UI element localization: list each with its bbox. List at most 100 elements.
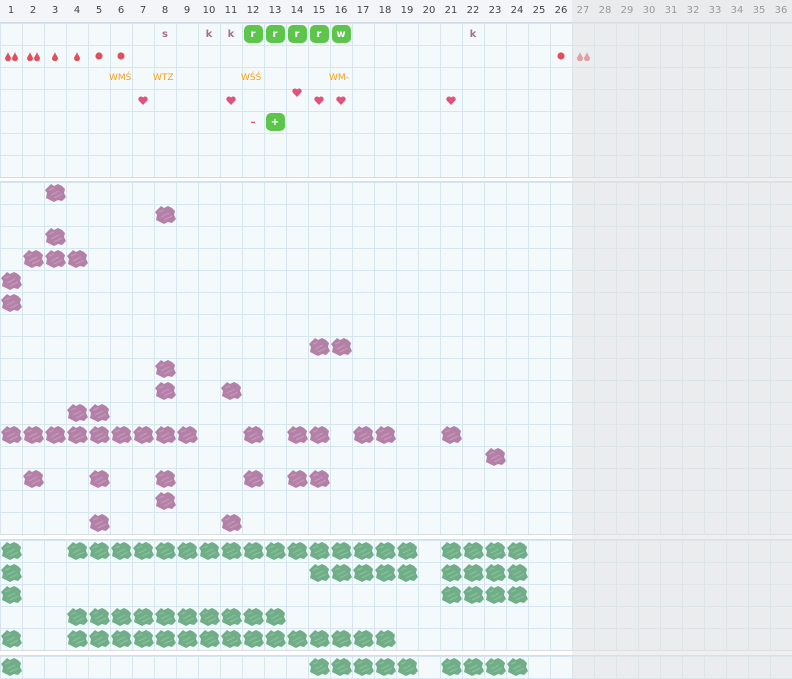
green-event-blob[interactable] — [132, 628, 154, 650]
green-event-blob[interactable] — [0, 584, 22, 606]
green-event-blob[interactable] — [462, 584, 484, 606]
green-event-blob[interactable] — [0, 540, 22, 562]
heart-icon[interactable] — [330, 89, 352, 111]
green-tile-marker[interactable]: + — [264, 111, 286, 133]
green-event-blob[interactable] — [440, 656, 462, 678]
green-event-blob[interactable] — [484, 562, 506, 584]
day-column-header[interactable]: 10 — [202, 5, 216, 16]
day-column-header[interactable]: 36 — [774, 5, 788, 16]
note-label[interactable]: WTZ — [153, 73, 174, 83]
day-column-header[interactable]: 16 — [334, 5, 348, 16]
green-event-blob[interactable] — [176, 628, 198, 650]
heart-icon[interactable] — [440, 89, 462, 111]
dot-icon[interactable] — [110, 45, 132, 67]
green-tile-marker[interactable]: w — [330, 23, 352, 45]
purple-event-blob[interactable] — [242, 468, 264, 490]
green-event-blob[interactable] — [506, 540, 528, 562]
day-column-header[interactable]: 23 — [488, 5, 502, 16]
day-column-header[interactable]: 14 — [290, 5, 304, 16]
day-column-header[interactable]: 33 — [708, 5, 722, 16]
day-column-header[interactable]: 3 — [51, 5, 59, 16]
purple-event-blob[interactable] — [308, 468, 330, 490]
green-event-blob[interactable] — [374, 628, 396, 650]
drop-icon[interactable] — [572, 45, 594, 67]
green-event-blob[interactable] — [484, 584, 506, 606]
green-event-blob[interactable] — [66, 540, 88, 562]
purple-event-blob[interactable] — [220, 380, 242, 402]
purple-event-blob[interactable] — [110, 424, 132, 446]
day-column-header[interactable]: 32 — [686, 5, 700, 16]
day-column-header[interactable]: 6 — [117, 5, 125, 16]
green-event-blob[interactable] — [330, 540, 352, 562]
day-column-header[interactable]: 19 — [400, 5, 414, 16]
heart-icon[interactable] — [220, 89, 242, 111]
green-event-blob[interactable] — [220, 606, 242, 628]
green-event-blob[interactable] — [462, 540, 484, 562]
note-label[interactable]: WMŚ — [109, 73, 132, 83]
purple-event-blob[interactable] — [154, 424, 176, 446]
day-column-header[interactable]: 25 — [532, 5, 546, 16]
green-event-blob[interactable] — [374, 656, 396, 678]
day-column-header[interactable]: 12 — [246, 5, 260, 16]
green-event-blob[interactable] — [198, 606, 220, 628]
day-column-header[interactable]: 30 — [642, 5, 656, 16]
purple-event-blob[interactable] — [154, 468, 176, 490]
green-event-blob[interactable] — [110, 540, 132, 562]
green-tile-marker[interactable]: r — [308, 23, 330, 45]
note-label[interactable]: WM- — [329, 73, 349, 83]
drop-icon[interactable] — [22, 45, 44, 67]
purple-event-blob[interactable] — [154, 380, 176, 402]
green-event-blob[interactable] — [308, 656, 330, 678]
purple-event-blob[interactable] — [220, 512, 242, 534]
day-column-header[interactable]: 24 — [510, 5, 524, 16]
purple-event-blob[interactable] — [352, 424, 374, 446]
green-event-blob[interactable] — [220, 628, 242, 650]
purple-event-blob[interactable] — [22, 468, 44, 490]
green-event-blob[interactable] — [330, 628, 352, 650]
green-event-blob[interactable] — [506, 584, 528, 606]
drop-icon[interactable] — [44, 45, 66, 67]
heart-icon[interactable] — [308, 89, 330, 111]
green-event-blob[interactable] — [440, 562, 462, 584]
green-event-blob[interactable] — [396, 562, 418, 584]
green-event-blob[interactable] — [132, 606, 154, 628]
note-label[interactable]: WŚŚ — [241, 73, 262, 83]
purple-event-blob[interactable] — [154, 490, 176, 512]
day-column-header[interactable]: 22 — [466, 5, 480, 16]
day-column-header[interactable]: 26 — [554, 5, 568, 16]
green-event-blob[interactable] — [110, 606, 132, 628]
day-column-header[interactable]: 2 — [29, 5, 37, 16]
day-column-header[interactable]: 34 — [730, 5, 744, 16]
green-event-blob[interactable] — [286, 628, 308, 650]
green-event-blob[interactable] — [242, 606, 264, 628]
day-column-header[interactable]: 4 — [73, 5, 81, 16]
letter-marker[interactable]: s — [154, 23, 176, 45]
green-event-blob[interactable] — [396, 656, 418, 678]
letter-marker[interactable]: k — [220, 23, 242, 45]
day-column-header[interactable]: 28 — [598, 5, 612, 16]
green-event-blob[interactable] — [330, 656, 352, 678]
green-event-blob[interactable] — [374, 540, 396, 562]
green-event-blob[interactable] — [0, 656, 22, 678]
purple-event-blob[interactable] — [66, 402, 88, 424]
day-column-header[interactable]: 9 — [183, 5, 191, 16]
letter-marker[interactable]: k — [198, 23, 220, 45]
green-event-blob[interactable] — [176, 606, 198, 628]
day-column-header[interactable]: 21 — [444, 5, 458, 16]
green-event-blob[interactable] — [198, 540, 220, 562]
green-event-blob[interactable] — [176, 540, 198, 562]
green-event-blob[interactable] — [66, 606, 88, 628]
green-event-blob[interactable] — [66, 628, 88, 650]
day-column-header[interactable]: 11 — [224, 5, 238, 16]
day-column-header[interactable]: 1 — [7, 5, 15, 16]
green-event-blob[interactable] — [88, 628, 110, 650]
green-event-blob[interactable] — [308, 562, 330, 584]
green-tile-marker[interactable]: r — [242, 23, 264, 45]
letter-marker[interactable]: k — [462, 23, 484, 45]
green-event-blob[interactable] — [484, 656, 506, 678]
green-tile-marker[interactable]: r — [286, 23, 308, 45]
purple-event-blob[interactable] — [22, 248, 44, 270]
green-event-blob[interactable] — [352, 540, 374, 562]
green-event-blob[interactable] — [462, 656, 484, 678]
purple-event-blob[interactable] — [484, 446, 506, 468]
